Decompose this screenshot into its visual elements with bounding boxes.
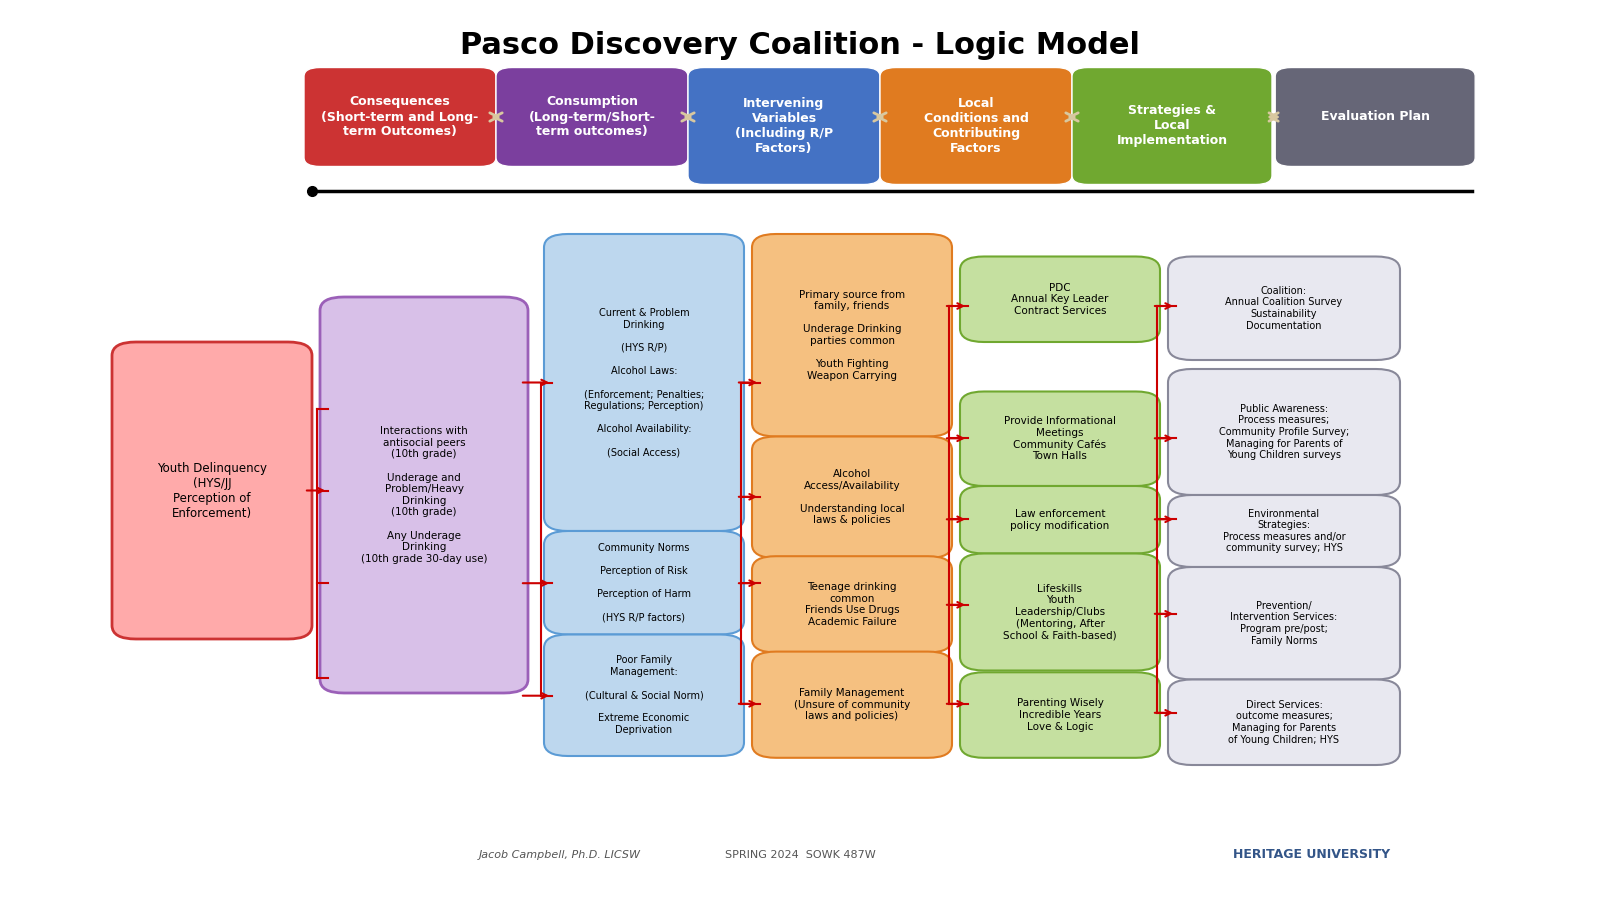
FancyBboxPatch shape [1168,256,1400,360]
Text: Direct Services:
outcome measures;
Managing for Parents
of Young Children; HYS: Direct Services: outcome measures; Manag… [1229,700,1339,744]
FancyBboxPatch shape [752,436,952,558]
Text: Parenting Wisely
Incredible Years
Love & Logic: Parenting Wisely Incredible Years Love &… [1016,698,1104,732]
FancyBboxPatch shape [960,392,1160,486]
Text: Prevention/
Intervention Services:
Program pre/post;
Family Norms: Prevention/ Intervention Services: Progr… [1230,601,1338,645]
FancyBboxPatch shape [960,554,1160,670]
FancyBboxPatch shape [688,68,880,184]
Text: Provide Informational
Meetings
Community Cafés
Town Halls: Provide Informational Meetings Community… [1005,416,1117,462]
Text: Interactions with
antisocial peers
(10th grade)

Underage and
Problem/Heavy
Drin: Interactions with antisocial peers (10th… [360,427,488,563]
FancyBboxPatch shape [960,486,1160,554]
Text: Primary source from
family, friends

Underage Drinking
parties common

Youth Fig: Primary source from family, friends Unde… [798,290,906,381]
FancyBboxPatch shape [544,234,744,531]
Text: Public Awareness:
Process measures;
Community Profile Survey;
Managing for Paren: Public Awareness: Process measures; Comm… [1219,404,1349,460]
Text: Community Norms

Perception of Risk

Perception of Harm

(HYS R/P factors): Community Norms Perception of Risk Perce… [597,543,691,623]
FancyBboxPatch shape [112,342,312,639]
Text: Law enforcement
policy modification: Law enforcement policy modification [1010,509,1110,531]
Text: Strategies &
Local
Implementation: Strategies & Local Implementation [1117,104,1227,148]
FancyBboxPatch shape [960,256,1160,342]
Text: Evaluation Plan: Evaluation Plan [1320,111,1430,123]
Text: Current & Problem
Drinking

(HYS R/P)

Alcohol Laws:

(Enforcement; Penalties;
R: Current & Problem Drinking (HYS R/P) Alc… [584,308,704,457]
FancyBboxPatch shape [1275,68,1475,166]
FancyBboxPatch shape [1168,680,1400,765]
Text: Teenage drinking
common
Friends Use Drugs
Academic Failure: Teenage drinking common Friends Use Drug… [805,582,899,626]
FancyBboxPatch shape [960,672,1160,758]
FancyBboxPatch shape [752,556,952,652]
Text: Consequences
(Short-term and Long-
term Outcomes): Consequences (Short-term and Long- term … [322,95,478,139]
FancyBboxPatch shape [304,68,496,166]
Text: Jacob Campbell, Ph.D. LICSW: Jacob Campbell, Ph.D. LICSW [478,850,642,860]
FancyBboxPatch shape [544,634,744,756]
FancyBboxPatch shape [880,68,1072,184]
FancyBboxPatch shape [320,297,528,693]
Text: Pasco Discovery Coalition - Logic Model: Pasco Discovery Coalition - Logic Model [461,31,1139,59]
Text: Lifeskills
Youth
Leadership/Clubs
(Mentoring, After
School & Faith-based): Lifeskills Youth Leadership/Clubs (Mento… [1003,584,1117,640]
Text: Youth Delinquency
(HYS/JJ
Perception of
Enforcement): Youth Delinquency (HYS/JJ Perception of … [157,462,267,519]
Text: Alcohol
Access/Availability

Understanding local
laws & policies: Alcohol Access/Availability Understandin… [800,469,904,526]
FancyBboxPatch shape [544,531,744,634]
FancyBboxPatch shape [496,68,688,166]
Text: Local
Conditions and
Contributing
Factors: Local Conditions and Contributing Factor… [923,97,1029,155]
Text: Environmental
Strategies:
Process measures and/or
community survey; HYS: Environmental Strategies: Process measur… [1222,508,1346,554]
FancyBboxPatch shape [1072,68,1272,184]
FancyBboxPatch shape [1168,567,1400,680]
FancyBboxPatch shape [752,652,952,758]
Text: PDC
Annual Key Leader
Contract Services: PDC Annual Key Leader Contract Services [1011,283,1109,316]
FancyBboxPatch shape [752,234,952,436]
Text: HERITAGE UNIVERSITY: HERITAGE UNIVERSITY [1234,849,1390,861]
Text: Coalition:
Annual Coalition Survey
Sustainability
Documentation: Coalition: Annual Coalition Survey Susta… [1226,286,1342,330]
Text: SPRING 2024  SOWK 487W: SPRING 2024 SOWK 487W [725,850,875,860]
Text: Consumption
(Long-term/Short-
term outcomes): Consumption (Long-term/Short- term outco… [528,95,656,139]
FancyBboxPatch shape [1168,495,1400,567]
Text: Intervening
Variables
(Including R/P
Factors): Intervening Variables (Including R/P Fac… [734,97,834,155]
FancyBboxPatch shape [1168,369,1400,495]
Text: Poor Family
Management:

(Cultural & Social Norm)

Extreme Economic
Deprivation: Poor Family Management: (Cultural & Soci… [584,655,704,735]
Text: Family Management
(Unsure of community
laws and policies): Family Management (Unsure of community l… [794,688,910,721]
